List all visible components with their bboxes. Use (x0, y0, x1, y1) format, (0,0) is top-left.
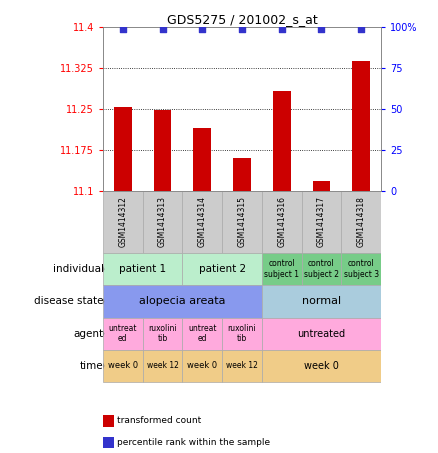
Bar (222, 350, 262, 382)
Point (318, 25, 325, 33)
Text: untreat
ed: untreat ed (109, 324, 137, 343)
Point (358, 25, 365, 33)
Text: ruxolini
tib: ruxolini tib (148, 324, 177, 343)
Text: control
subject 2: control subject 2 (304, 260, 339, 279)
Text: GSM1414312: GSM1414312 (118, 197, 127, 247)
Text: GSM1414316: GSM1414316 (277, 196, 286, 247)
Text: disease state: disease state (34, 296, 104, 306)
Bar (193, 128, 211, 191)
Bar (341, 191, 381, 253)
Bar (143, 318, 182, 350)
Text: patient 1: patient 1 (119, 264, 166, 274)
Bar (262, 318, 381, 350)
Bar (302, 253, 341, 285)
Text: time: time (80, 361, 104, 371)
Point (119, 25, 126, 33)
Point (159, 25, 166, 33)
Bar (143, 350, 182, 382)
Text: untreated: untreated (297, 328, 346, 339)
Bar (182, 350, 222, 382)
Bar (341, 253, 381, 285)
Text: untreat
ed: untreat ed (188, 324, 216, 343)
Bar (114, 107, 132, 191)
Text: alopecia areata: alopecia areata (139, 296, 226, 306)
Bar (182, 253, 262, 285)
Text: percentile rank within the sample: percentile rank within the sample (117, 438, 271, 447)
Polygon shape (101, 359, 105, 373)
Bar (103, 253, 182, 285)
Text: GSM1414313: GSM1414313 (158, 196, 167, 247)
Text: transformed count: transformed count (117, 416, 201, 425)
Text: GSM1414318: GSM1414318 (357, 197, 366, 247)
Title: GDS5275 / 201002_s_at: GDS5275 / 201002_s_at (166, 13, 318, 26)
Bar (262, 350, 381, 382)
Text: agent: agent (74, 328, 104, 339)
Bar (222, 318, 262, 350)
Bar (103, 350, 143, 382)
Text: week 12: week 12 (147, 361, 178, 371)
Text: GSM1414314: GSM1414314 (198, 196, 207, 247)
Text: ruxolini
tib: ruxolini tib (228, 324, 256, 343)
Bar (313, 181, 330, 191)
Point (199, 25, 206, 33)
Bar (182, 191, 222, 253)
Bar (103, 318, 143, 350)
Point (238, 25, 245, 33)
Text: week 0: week 0 (108, 361, 138, 371)
Text: control
subject 3: control subject 3 (344, 260, 379, 279)
Text: week 0: week 0 (187, 361, 217, 371)
Bar (262, 191, 302, 253)
Text: patient 2: patient 2 (198, 264, 246, 274)
Bar (143, 191, 182, 253)
Text: control
subject 1: control subject 1 (264, 260, 299, 279)
Polygon shape (101, 262, 105, 276)
Text: GSM1414317: GSM1414317 (317, 196, 326, 247)
Bar (103, 285, 262, 318)
Polygon shape (101, 326, 105, 341)
Text: week 0: week 0 (304, 361, 339, 371)
Bar (233, 158, 251, 191)
Bar (262, 253, 302, 285)
Bar (154, 110, 171, 191)
Polygon shape (101, 294, 105, 308)
Point (278, 25, 285, 33)
Bar (352, 61, 370, 191)
Bar (222, 191, 262, 253)
Text: week 12: week 12 (226, 361, 258, 371)
Bar (103, 191, 143, 253)
Bar (302, 191, 341, 253)
Bar (182, 318, 222, 350)
Text: GSM1414315: GSM1414315 (237, 196, 247, 247)
Text: normal: normal (302, 296, 341, 306)
Bar (273, 91, 291, 191)
Bar (262, 285, 381, 318)
Text: individual: individual (53, 264, 104, 274)
